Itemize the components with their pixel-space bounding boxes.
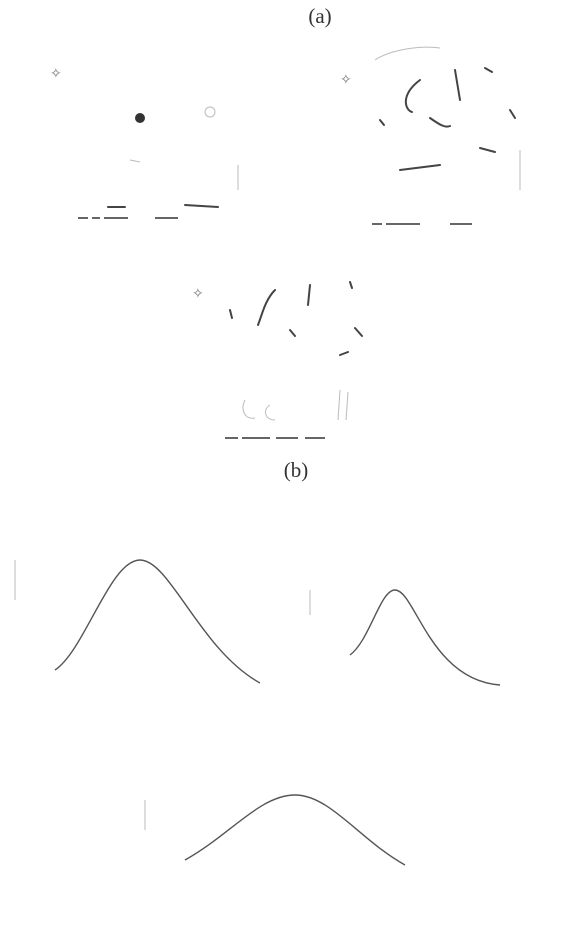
trace xyxy=(129,159,239,190)
panel-label: (a) xyxy=(308,4,331,28)
trace xyxy=(374,46,521,190)
axis-trace xyxy=(14,560,311,830)
star: ✧ xyxy=(50,67,62,82)
panel-a-sketch-2: ✧ xyxy=(340,46,521,225)
bell-curve xyxy=(54,559,261,684)
star: ✧ xyxy=(192,287,204,302)
blob xyxy=(135,113,145,123)
blob xyxy=(204,106,216,118)
stroke xyxy=(107,204,219,208)
bell-curve xyxy=(184,794,406,866)
trace xyxy=(242,389,349,421)
star: ✧ xyxy=(340,73,352,88)
panel-a-sketch-3: ✧ xyxy=(192,281,363,439)
panel-a-sketch-1: ✧ xyxy=(50,67,239,219)
stroke xyxy=(379,67,516,171)
panel-label: (b) xyxy=(284,458,309,482)
bell-curve xyxy=(349,589,501,686)
stroke xyxy=(229,281,363,356)
